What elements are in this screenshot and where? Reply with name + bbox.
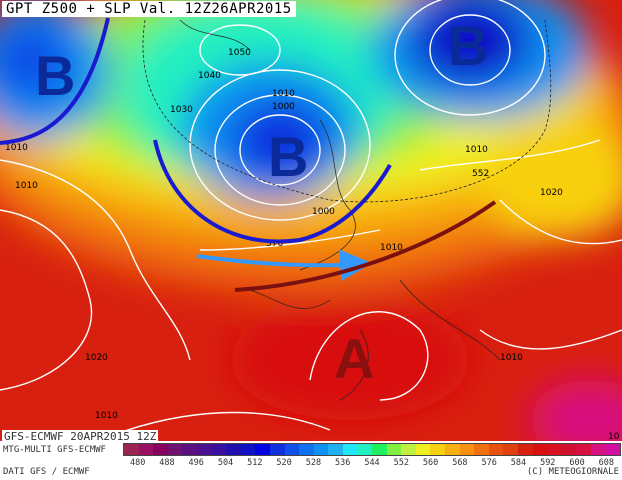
colorbar-swatch xyxy=(561,444,577,455)
colorbar-swatch xyxy=(372,444,387,455)
colorbar-swatch xyxy=(182,444,197,455)
trough-line xyxy=(153,139,392,244)
run-info: GFS-ECMWF 20APR2015 12Z xyxy=(2,430,159,443)
colorbar-tick-label: 552 xyxy=(393,458,409,468)
colorbar-swatch xyxy=(488,444,504,455)
colorbar-swatch xyxy=(226,444,241,455)
colorbar-ticks: 480 488 496 504 512 520 528 536 544 552 560 568 576 5… xyxy=(123,458,621,468)
colorbar-tick-label: 592 xyxy=(540,458,556,468)
contour-label: 1030 xyxy=(170,105,193,115)
colorbar-swatch xyxy=(313,444,329,455)
model-label: MTG-MULTI GFS-ECMWF xyxy=(3,445,106,455)
low-pressure-label: B xyxy=(268,125,308,188)
colorbar-swatch xyxy=(547,444,562,455)
colorbar-swatch xyxy=(605,444,621,455)
colorbar-swatch xyxy=(328,444,343,455)
colorbar-swatch xyxy=(196,444,212,455)
map-title: GPT Z500 + SLP Val. 12Z26APR2015 xyxy=(2,1,296,17)
colorbar-tick-label: 576 xyxy=(481,458,497,468)
colorbar-swatch xyxy=(532,444,548,455)
contour-label: 1010 xyxy=(465,145,488,155)
contour-label: 1000 xyxy=(272,102,295,112)
colorbar-swatch xyxy=(153,444,168,455)
colorbar-tick-label: 568 xyxy=(452,458,468,468)
contour-label: 1010 xyxy=(95,411,118,421)
trough-line xyxy=(0,17,110,145)
colorbar-tick-label: 584 xyxy=(510,458,527,468)
colorbar-swatch xyxy=(124,444,139,455)
high-pressure-label: A xyxy=(334,327,374,390)
flow-arrow xyxy=(196,249,372,282)
isobars xyxy=(0,0,622,441)
contour-label: 1040 xyxy=(198,71,221,81)
colorbar-swatch xyxy=(576,444,591,455)
colorbar-swatch xyxy=(211,444,227,455)
colorbar-swatch xyxy=(284,444,300,455)
contour-label: 1010 xyxy=(272,89,295,99)
colorbar-tick-label: 528 xyxy=(305,458,322,468)
colorbar-tick-label: 544 xyxy=(364,458,380,468)
colorbar-swatch xyxy=(430,444,446,455)
colorbar-swatch xyxy=(386,444,402,455)
colorbar-swatch xyxy=(401,444,416,455)
colorbar-swatch xyxy=(503,444,519,455)
copyright-label: (C) METEOGIORNALE xyxy=(526,467,619,477)
contour-label: 552 xyxy=(472,169,489,179)
contour-label: 576 xyxy=(266,239,283,249)
colorbar-tick-label: 496 xyxy=(188,458,204,468)
colorbar-swatch xyxy=(138,444,154,455)
colorbar-swatch xyxy=(240,444,256,455)
contour-label: 1010 xyxy=(380,243,403,253)
contour-label: 1020 xyxy=(540,188,563,198)
colorbar-swatch xyxy=(269,444,285,455)
colorbar-swatch xyxy=(591,444,606,455)
coastlines xyxy=(179,19,501,401)
contour-label: 1010 xyxy=(500,353,523,363)
colorbar-swatch xyxy=(445,444,460,455)
colorbar-tick-label: 520 xyxy=(276,458,292,468)
colorbar-swatch xyxy=(518,444,533,455)
contour-label: 10 xyxy=(608,432,620,441)
colorbar-swatch xyxy=(357,444,373,455)
colorbar-swatch xyxy=(255,444,270,455)
colorbar-swatch xyxy=(415,444,431,455)
low-pressure-label: B xyxy=(448,14,488,77)
contour-label: 1050 xyxy=(228,48,251,58)
contour-label: 1010 xyxy=(15,181,38,191)
contour-label: 1020 xyxy=(85,353,108,363)
colorbar-tick-label: 504 xyxy=(217,458,234,468)
colorbar-swatch xyxy=(342,444,358,455)
contour-labels: 1050 1040 1030 1010 1000 1010 1010 552 1… xyxy=(5,48,620,441)
contour-label: 1010 xyxy=(5,143,28,153)
legend: MTG-MULTI GFS-ECMWF 480 488 496 504 512 520 52… xyxy=(0,441,622,480)
colorbar-tick-label: 600 xyxy=(569,458,585,468)
colorbar-tick-label: 512 xyxy=(247,458,263,468)
geopotential-map: 1050 1040 1030 1010 1000 1010 1010 552 1… xyxy=(0,0,622,441)
colorbar xyxy=(123,443,621,456)
low-pressure-label: B xyxy=(35,44,75,107)
colorbar-tick-label: 536 xyxy=(335,458,351,468)
colorbar-swatch xyxy=(474,444,489,455)
colorbar-swatch xyxy=(167,444,183,455)
colorbar-tick-label: 608 xyxy=(598,458,615,468)
contour-label: 1000 xyxy=(312,207,335,217)
colorbar-swatch xyxy=(299,444,314,455)
colorbar-tick-label: 488 xyxy=(159,458,175,468)
isohypse-552 xyxy=(142,19,552,203)
colorbar-tick-label: 480 xyxy=(129,458,146,468)
source-label: DATI GFS / ECMWF xyxy=(3,467,90,477)
colorbar-tick-label: 560 xyxy=(422,458,439,468)
ridge-line xyxy=(234,200,497,292)
colorbar-swatch xyxy=(459,444,475,455)
